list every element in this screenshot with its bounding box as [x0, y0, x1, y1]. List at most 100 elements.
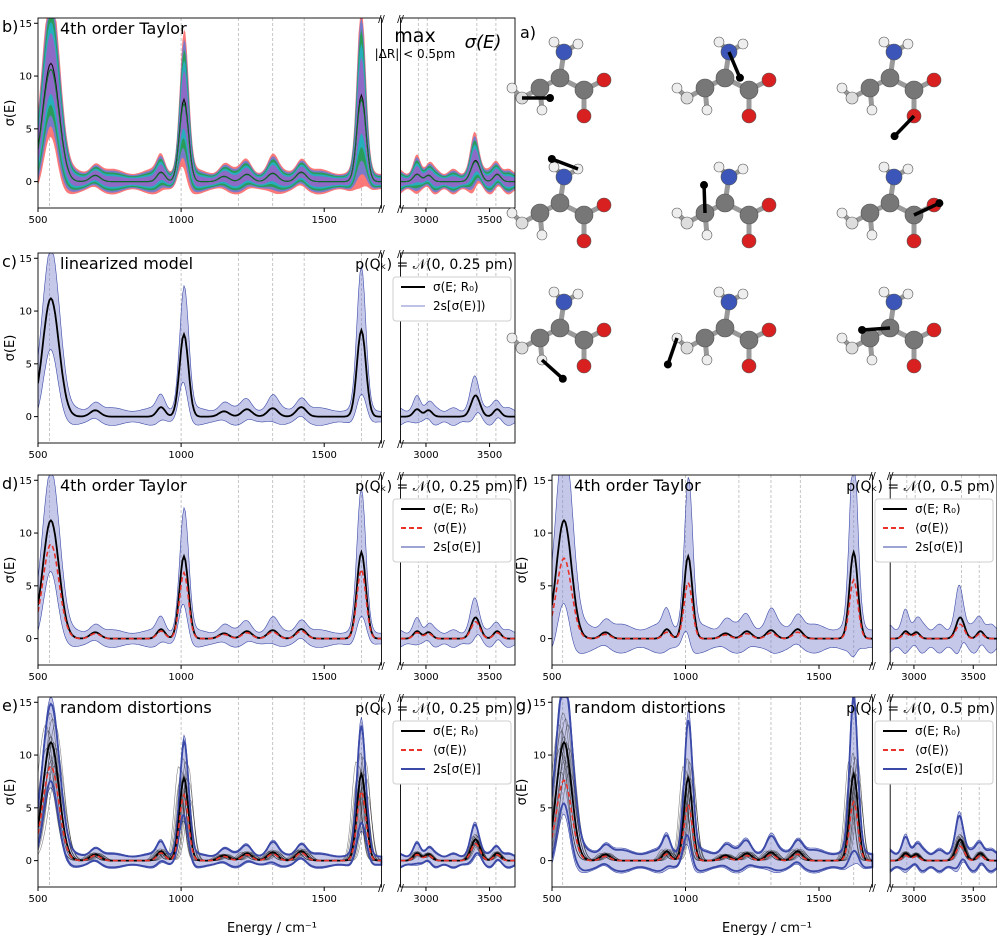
legend-box: [874, 498, 994, 563]
displacement-arrow: [551, 157, 579, 171]
y-tick-label: 15: [19, 698, 32, 709]
annotation-rhs: σ(E): [465, 32, 502, 53]
x-tick-label: 1000: [673, 894, 698, 905]
atom: [596, 72, 612, 88]
atom: [713, 161, 725, 173]
atom: [506, 82, 518, 94]
atom: [548, 161, 560, 173]
y-axis-label: σ(E): [515, 779, 530, 806]
x-tick-label: 500: [28, 450, 47, 461]
y-axis-label: σ(E): [3, 335, 18, 362]
y-tick-label: 10: [533, 751, 546, 762]
atom: [680, 91, 694, 105]
atom: [695, 78, 715, 98]
panel-title: random distortions: [574, 698, 726, 717]
legend-entry: σ(E; R₀): [915, 502, 961, 516]
atom: [506, 207, 518, 219]
displacement-arrow: [893, 114, 916, 138]
atom: [885, 168, 903, 186]
panel-title: 4th order Taylor: [574, 476, 701, 495]
atom: [866, 104, 878, 116]
mean-line: [552, 779, 997, 862]
distribution-label: p(Qₖ) = 𝒩(0, 0.25 pm): [355, 479, 513, 495]
atom: [836, 207, 848, 219]
panel-label: f): [516, 474, 528, 493]
atom: [836, 332, 848, 344]
y-tick-label: 0: [26, 856, 32, 867]
axis-break-mark: //: [869, 661, 876, 672]
atom: [904, 330, 924, 350]
x-tick-label: 1000: [168, 894, 193, 905]
y-tick-label: 5: [540, 803, 546, 814]
atom: [845, 216, 859, 230]
atom: [737, 38, 749, 50]
legend-entry: 2s[σ(E)]: [915, 762, 963, 776]
x-tick-label: 1500: [311, 894, 336, 905]
arrow-head: [700, 181, 709, 190]
atom: [926, 72, 942, 88]
atom: [713, 286, 725, 298]
axis-break-mark: //: [397, 204, 404, 215]
max-band-layer: [38, 18, 515, 191]
x-tick-label: 3500: [477, 894, 502, 905]
axis-break-mark: //: [378, 661, 385, 672]
atom: [715, 193, 735, 213]
axis-break-mark: //: [887, 471, 894, 482]
x-tick-label: 1000: [168, 450, 193, 461]
chart-panel-f: // // // // 500 1000 1500 3000 3500 0 5 10 15 σ(E) f) 4…: [515, 471, 997, 683]
legend-entry: σ(E; R₀): [433, 502, 479, 516]
panel-label: g): [516, 696, 532, 715]
atom: [555, 293, 573, 311]
axis-break-mark: //: [378, 693, 385, 704]
y-tick-label: 10: [19, 307, 32, 318]
atom: [878, 286, 890, 298]
axes-frame-left: [37, 696, 382, 888]
atom: [695, 328, 715, 348]
x-tick-label: 3000: [901, 894, 926, 905]
legend-entry: ⟨σ(E)⟩: [433, 743, 467, 757]
atom: [515, 216, 529, 230]
atom: [866, 229, 878, 241]
atom: [530, 328, 550, 348]
x-tick-label: 3000: [413, 894, 438, 905]
axes-frame-left: [37, 474, 382, 666]
molecule: [836, 36, 942, 141]
axis-break-mark: //: [397, 439, 404, 450]
atom: [720, 168, 738, 186]
x-tick-label: 3000: [413, 450, 438, 461]
axis-break-mark: //: [378, 439, 385, 450]
atom: [536, 229, 548, 241]
y-axis-label: σ(E): [515, 557, 530, 584]
molecule: [671, 161, 777, 249]
atom: [596, 197, 612, 213]
axes-frame-right: [400, 696, 516, 888]
atom: [866, 354, 878, 366]
mean-line: [38, 764, 515, 862]
axis-break-mark: //: [378, 14, 385, 25]
y-tick-label: 10: [19, 72, 32, 83]
x-tick-label: 3500: [477, 215, 502, 226]
x-tick-label: 500: [28, 894, 47, 905]
atom: [902, 288, 914, 300]
axis-break-mark: //: [397, 883, 404, 894]
atom: [845, 91, 859, 105]
max-band-layer: [38, 22, 515, 189]
atom: [878, 36, 890, 48]
arrow-head: [547, 154, 556, 163]
panel-title: 4th order Taylor: [60, 19, 187, 38]
atom: [574, 80, 594, 100]
atom: [845, 341, 859, 355]
molecule: [836, 286, 942, 374]
atom: [902, 38, 914, 50]
x-tick-label: 1500: [311, 215, 336, 226]
y-tick-label: 10: [19, 751, 32, 762]
axis-break-mark: //: [378, 883, 385, 894]
distribution-label: p(Qₖ) = 𝒩(0, 0.25 pm): [355, 701, 513, 717]
panel-title: linearized model: [60, 254, 193, 273]
axis-break-mark: //: [397, 471, 404, 482]
y-tick-label: 5: [26, 803, 32, 814]
axis-break-mark: //: [869, 471, 876, 482]
atom: [671, 82, 683, 94]
molecule: [663, 286, 777, 374]
atom: [739, 80, 759, 100]
